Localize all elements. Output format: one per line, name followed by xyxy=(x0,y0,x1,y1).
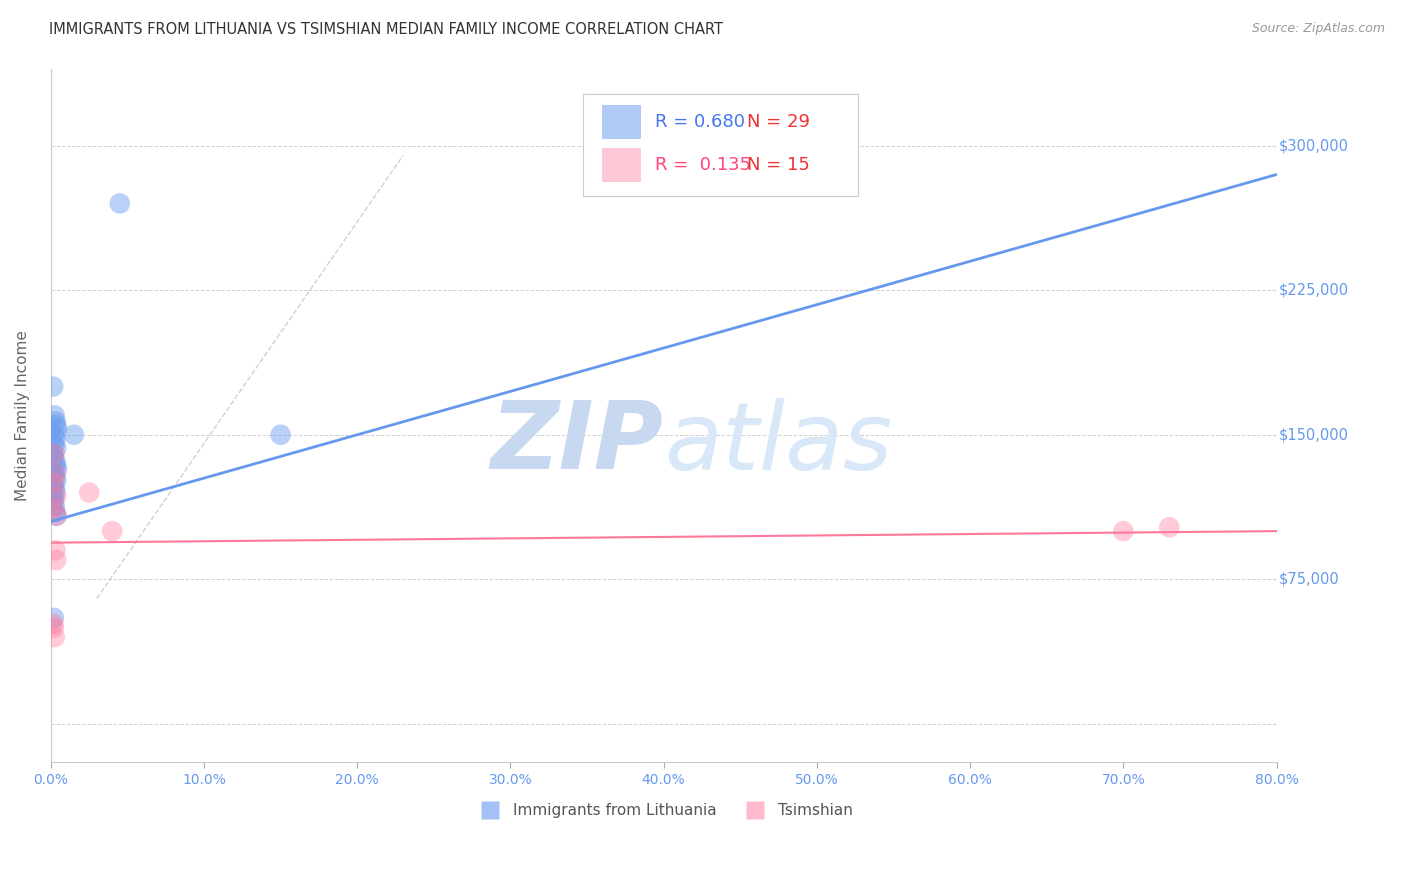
Text: IMMIGRANTS FROM LITHUANIA VS TSIMSHIAN MEDIAN FAMILY INCOME CORRELATION CHART: IMMIGRANTS FROM LITHUANIA VS TSIMSHIAN M… xyxy=(49,22,723,37)
Point xyxy=(44,414,66,428)
Point xyxy=(44,505,66,519)
Point xyxy=(42,427,65,442)
Text: $300,000: $300,000 xyxy=(1279,138,1348,153)
Point xyxy=(42,447,65,461)
Point xyxy=(1112,524,1135,538)
Point xyxy=(42,620,65,634)
Point xyxy=(46,508,69,523)
Point xyxy=(44,467,66,481)
Point xyxy=(44,485,66,500)
Point xyxy=(45,490,67,504)
Legend: Immigrants from Lithuania, Tsimshian: Immigrants from Lithuania, Tsimshian xyxy=(468,797,859,824)
Text: $75,000: $75,000 xyxy=(1279,572,1340,587)
Point xyxy=(42,379,65,393)
Text: $225,000: $225,000 xyxy=(1279,283,1350,298)
Text: R = 0.680: R = 0.680 xyxy=(655,113,745,131)
Text: R =  0.135: R = 0.135 xyxy=(655,156,751,174)
Point xyxy=(44,543,66,558)
Point xyxy=(45,474,67,488)
Text: N = 29: N = 29 xyxy=(747,113,810,131)
Point xyxy=(1159,520,1181,534)
Point xyxy=(42,450,65,465)
Point xyxy=(62,427,84,442)
Point xyxy=(44,470,66,484)
Point xyxy=(42,490,65,504)
Point xyxy=(42,616,65,631)
Text: atlas: atlas xyxy=(664,398,891,489)
Y-axis label: Median Family Income: Median Family Income xyxy=(15,330,30,501)
Point xyxy=(44,630,66,644)
Point xyxy=(45,458,67,473)
Point xyxy=(108,196,131,211)
Point xyxy=(46,422,69,436)
Point xyxy=(42,467,65,481)
Point xyxy=(101,524,124,538)
Point xyxy=(44,437,66,451)
Text: $150,000: $150,000 xyxy=(1279,427,1348,442)
Point xyxy=(77,485,100,500)
Text: ZIP: ZIP xyxy=(491,397,664,489)
Point xyxy=(44,482,66,496)
Point xyxy=(45,418,67,433)
Point xyxy=(45,553,67,567)
Point xyxy=(44,432,66,446)
Text: N = 15: N = 15 xyxy=(747,156,810,174)
Point xyxy=(42,501,65,516)
Point xyxy=(270,427,292,442)
Point xyxy=(42,475,65,490)
Point xyxy=(44,447,66,461)
Point xyxy=(45,508,67,523)
Text: Source: ZipAtlas.com: Source: ZipAtlas.com xyxy=(1251,22,1385,36)
Point xyxy=(42,478,65,492)
Point xyxy=(44,409,66,423)
Point xyxy=(44,455,66,469)
Point xyxy=(42,493,65,508)
Point xyxy=(44,499,66,513)
Point xyxy=(45,442,67,456)
Point xyxy=(42,611,65,625)
Point xyxy=(46,462,69,476)
